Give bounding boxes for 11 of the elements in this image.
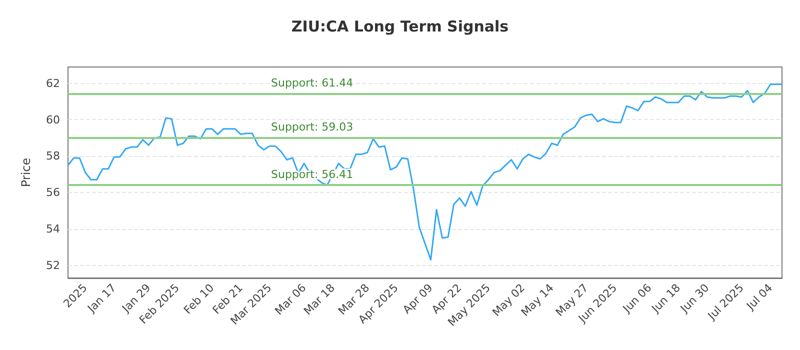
- ref-line-label: Support: 59.03: [271, 120, 354, 134]
- y-tick-label: 58: [46, 150, 60, 163]
- y-tick-label: 62: [46, 76, 60, 90]
- y-tick-label: 60: [46, 113, 60, 126]
- y-tick-label: 54: [46, 222, 60, 236]
- y-axis-title: Price: [19, 158, 33, 188]
- ref-line-label: Support: 61.44: [271, 76, 354, 90]
- y-tick-label: 56: [46, 186, 60, 200]
- x-tick-label: Jul 04: [743, 281, 776, 314]
- y-tick-label: 52: [46, 258, 60, 272]
- chart-title: ZIU:CA Long Term Signals: [291, 18, 509, 36]
